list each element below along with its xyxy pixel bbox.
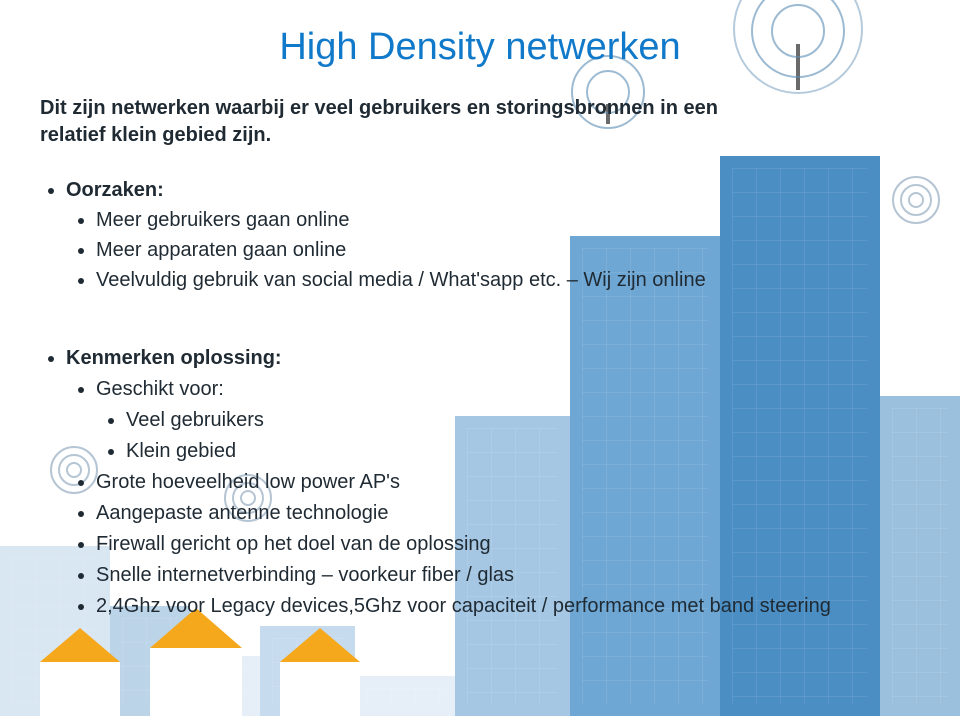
list-item: Snelle internetverbinding – voorkeur fib… — [96, 560, 920, 591]
lead-paragraph: Dit zijn netwerken waarbij er veel gebru… — [40, 95, 800, 149]
slide-title: High Density netwerken — [40, 26, 920, 69]
lead-line: relatief klein gebied zijn. — [40, 124, 271, 146]
causes-header: Oorzaken: — [66, 175, 920, 205]
suitable-for-label: Geschikt voor: — [96, 374, 920, 405]
causes-items: Meer gebruikers gaan online Meer apparat… — [66, 205, 920, 295]
house-icon — [150, 608, 242, 716]
solution-list: Kenmerken oplossing: Geschikt voor: Veel… — [40, 343, 920, 622]
house-icon — [280, 628, 360, 716]
suitable-for-items: Veel gebruikers Klein gebied — [96, 405, 920, 467]
list-item: Meer apparaten gaan online — [96, 235, 920, 265]
solution-items: Geschikt voor: Veel gebruikers Klein geb… — [66, 374, 920, 622]
list-item: Aangepaste antenne technologie — [96, 498, 920, 529]
list-item: Klein gebied — [126, 436, 920, 467]
list-item: Firewall gericht op het doel van de oplo… — [96, 529, 920, 560]
lead-line: Dit zijn netwerken waarbij er veel gebru… — [40, 97, 718, 119]
list-item: Grote hoeveelheid low power AP's — [96, 467, 920, 498]
building — [355, 676, 455, 716]
list-item: Veelvuldig gebruik van social media / Wh… — [96, 265, 920, 295]
list-item: 2,4Ghz voor Legacy devices,5Ghz voor cap… — [96, 591, 920, 622]
solution-header: Kenmerken oplossing: — [66, 343, 920, 374]
causes-list: Oorzaken: Meer gebruikers gaan online Me… — [40, 175, 920, 295]
house-icon — [40, 628, 120, 716]
list-item: Meer gebruikers gaan online — [96, 205, 920, 235]
slide-content: High Density netwerken Dit zijn netwerke… — [0, 0, 960, 622]
list-item: Veel gebruikers — [126, 405, 920, 436]
